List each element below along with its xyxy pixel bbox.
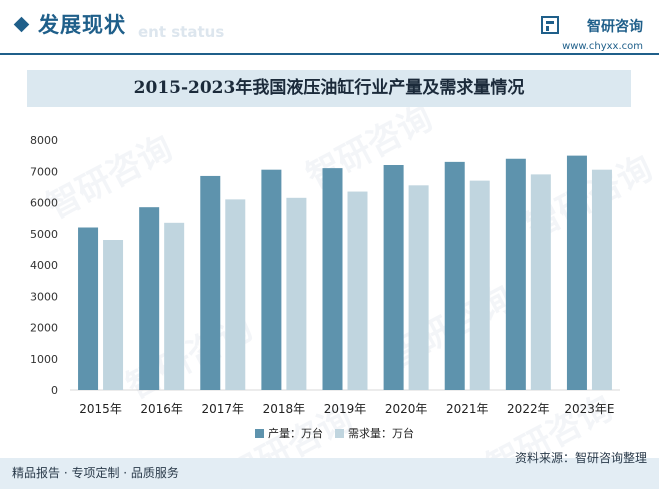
legend-swatch (335, 429, 344, 438)
bar-demand (469, 180, 490, 390)
x-tick-label: 2020年 (385, 402, 428, 416)
chart-title: 2015-2023年我国液压油缸行业产量及需求量情况 (133, 78, 525, 98)
bar-production (200, 175, 221, 390)
x-tick-label: 2017年 (202, 402, 245, 416)
chart-title-band (27, 70, 631, 107)
bar-production (505, 158, 526, 390)
x-tick-label: 2023年E (564, 402, 614, 416)
bar-demand (408, 185, 429, 390)
footer-tagline: 精品报告 · 专项定制 · 品质服务 (12, 466, 179, 480)
section-subtitle: ent status (138, 23, 225, 41)
bar-production (383, 165, 404, 390)
x-tick-label: 2021年 (446, 402, 489, 416)
y-tick-label: 1000 (30, 353, 58, 366)
brand-url: www.chyxx.com (562, 41, 643, 52)
source-note: 资料来源：智研咨询整理 (514, 451, 647, 465)
x-tick-label: 2015年 (79, 402, 122, 416)
bar-production (139, 207, 160, 390)
y-tick-label: 7000 (30, 165, 58, 178)
bar-production (444, 161, 465, 390)
bar-demand (164, 222, 185, 390)
x-tick-label: 2018年 (263, 402, 306, 416)
brand-name: 智研咨询 (587, 19, 643, 35)
y-tick-label: 5000 (30, 228, 58, 241)
y-tick-label: 3000 (30, 290, 58, 303)
y-tick-label: 4000 (30, 259, 58, 272)
bar-production (322, 168, 343, 390)
x-tick-label: 2022年 (507, 402, 550, 416)
x-tick-label: 2016年 (140, 402, 183, 416)
bar-production (566, 155, 587, 390)
header-divider (0, 53, 659, 55)
bar-demand (225, 199, 246, 390)
y-tick-label: 6000 (30, 197, 58, 210)
bar-demand (347, 191, 368, 390)
footer-band (0, 458, 659, 489)
page-header: ent status 发展现状 智研咨询 www.chyxx.com (0, 0, 659, 52)
bar-production (78, 227, 99, 390)
legend-label: 需求量：万台 (348, 426, 414, 440)
chyxx-logo-icon (541, 16, 559, 34)
bar-demand (103, 240, 124, 390)
y-tick-label: 8000 (30, 134, 58, 147)
bar-demand (591, 169, 612, 390)
legend-swatch (255, 429, 264, 438)
bar-demand (530, 174, 551, 390)
bar-demand (286, 197, 307, 390)
bar-production (261, 169, 282, 390)
y-tick-label: 2000 (30, 322, 58, 335)
section-title: 发展现状 (38, 12, 126, 37)
x-tick-label: 2019年 (324, 402, 367, 416)
legend-label: 产量：万台 (268, 426, 323, 440)
y-tick-label: 0 (51, 384, 58, 397)
